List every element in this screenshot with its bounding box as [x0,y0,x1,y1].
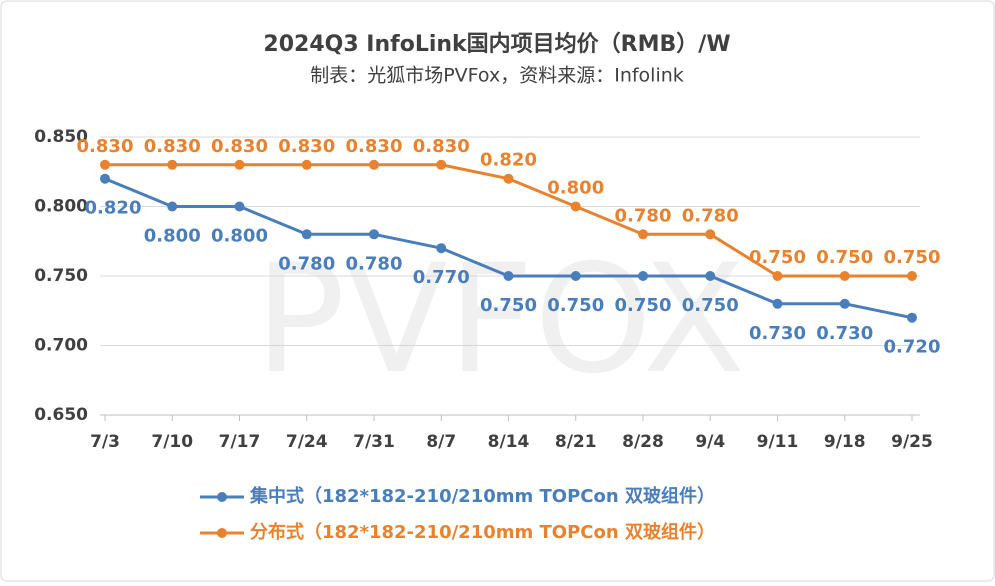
data-label: 0.830 [211,136,268,157]
data-point [234,159,245,170]
x-tick-label: 8/28 [622,432,664,452]
data-point [907,271,917,281]
data-point [369,229,379,240]
y-tick-label: 0.750 [34,266,88,286]
x-tick-label: 7/31 [353,432,395,452]
y-tick-label: 0.800 [34,197,88,217]
data-point [167,201,178,212]
x-tick-label: 9/18 [824,432,866,452]
data-label: 0.830 [413,136,470,157]
watermark: PVFOX [255,233,746,407]
chart-subtitle: 制表：光狐市场PVFox，资料来源：Infolink [310,65,684,87]
data-point [705,229,716,240]
x-tick-label: 7/24 [286,432,328,452]
x-tick-label: 8/7 [426,432,456,452]
legend-label: 集中式（182*182-210/210mm TOPCon 双玻组件） [249,485,715,507]
x-tick-label: 8/21 [555,432,597,452]
x-tick-label: 7/10 [151,432,193,452]
data-point [503,271,514,281]
data-point [839,298,850,309]
x-tick-label: 9/4 [695,432,725,452]
data-label: 0.800 [144,226,201,247]
data-label: 0.750 [884,247,941,268]
data-label: 0.720 [884,337,941,358]
data-point [301,229,312,240]
legend-label: 分布式（182*182-210/210mm TOPCon 双玻组件） [250,521,715,543]
x-tick-label: 7/17 [219,432,261,452]
data-point [301,159,312,170]
data-label: 0.780 [615,205,672,226]
data-point [436,159,447,170]
x-tick-label: 8/14 [488,432,530,452]
data-point [234,201,245,212]
data-label: 0.730 [816,323,873,344]
y-tick-label: 0.850 [34,127,88,147]
data-point [167,159,178,170]
data-label: 0.780 [682,205,739,226]
data-point [705,271,716,281]
legend-marker [217,492,227,502]
y-tick-label: 0.650 [34,405,88,425]
data-point [436,243,447,254]
data-label: 0.750 [682,295,739,316]
data-label: 0.830 [278,136,335,157]
data-label: 0.730 [749,323,806,344]
data-point [100,173,110,184]
data-point [369,159,379,170]
data-label: 0.820 [480,150,537,171]
data-label: 0.830 [144,136,201,157]
data-point [503,173,514,184]
x-tick-label: 9/11 [757,432,799,452]
data-label: 0.750 [547,295,604,316]
data-point [570,201,581,212]
data-point [638,271,648,281]
data-label: 0.800 [211,226,268,247]
data-point [839,271,850,281]
x-tick-label: 9/25 [891,432,933,452]
data-label: 0.830 [346,136,403,157]
data-label: 0.780 [278,253,335,274]
data-label: 0.750 [480,295,537,316]
legend-marker [217,528,227,538]
data-label: 0.770 [413,267,470,288]
x-tick-label: 7/3 [90,432,120,452]
data-label: 0.750 [615,295,672,316]
data-label: 0.800 [547,178,604,199]
data-point [772,271,783,281]
data-point [907,312,917,323]
data-point [570,271,581,281]
data-label: 0.820 [85,198,142,219]
data-label: 0.750 [816,247,873,268]
y-tick-label: 0.700 [34,336,88,356]
chart-title: 2024Q3 InfoLink国内项目均价（RMB）/W [263,31,730,57]
data-point [100,159,110,170]
data-label: 0.780 [346,253,403,274]
data-label: 0.830 [77,136,134,157]
data-point [772,298,783,309]
data-point [638,229,648,240]
data-label: 0.750 [749,247,806,268]
